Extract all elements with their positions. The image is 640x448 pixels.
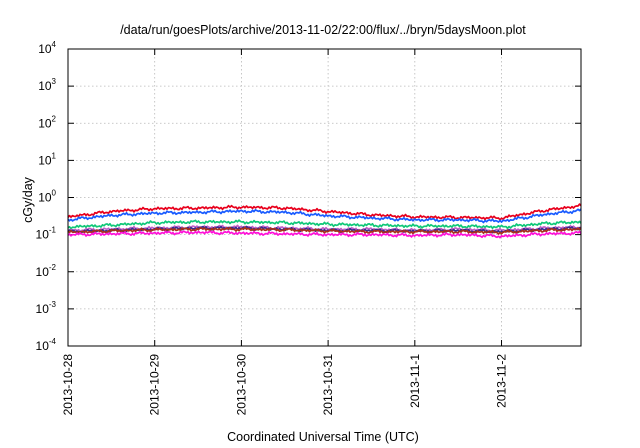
- x-tick-label: 2013-11-2: [495, 354, 509, 408]
- series-line-3: [67, 219, 582, 230]
- x-tick-labels: 2013-10-28 2013-10-29 2013-10-30 2013-10-31…: [61, 354, 509, 416]
- x-tick-label: 2013-10-31: [321, 354, 335, 416]
- y-tick-label: 10-3: [36, 300, 57, 316]
- x-tick-label: 2013-10-30: [234, 354, 248, 416]
- x-tick-label: 2013-10-29: [148, 354, 162, 416]
- x-tick-label: 2013-11-1: [408, 354, 422, 408]
- y-tick-label: 100: [38, 189, 56, 205]
- y-tick-label: 10-2: [36, 263, 57, 279]
- series-line-7: [67, 230, 582, 239]
- series-line-6: [67, 226, 582, 235]
- y-tick-label: 102: [38, 114, 56, 130]
- y-tick-label: 104: [38, 40, 56, 56]
- y-tick-labels: 104 103 102 101 100 10-1 10-2 10-3 10-4: [36, 40, 57, 353]
- chart-title: /data/run/goesPlots/archive/2013-11-02/2…: [120, 23, 526, 37]
- y-tick-label: 103: [38, 77, 56, 93]
- plot-frame: [67, 48, 582, 347]
- x-axis-label: Coordinated Universal Time (UTC): [227, 430, 419, 444]
- series-group: [67, 203, 582, 239]
- series-line-2: [67, 208, 582, 224]
- series-line-1: [67, 203, 582, 221]
- grid: [68, 49, 581, 346]
- y-axis-label: cGy/day: [21, 176, 35, 223]
- y-tick-label: 10-4: [36, 337, 57, 353]
- y-tick-label: 10-1: [36, 226, 57, 242]
- y-tick-label: 101: [38, 151, 56, 167]
- x-tick-label: 2013-10-28: [61, 354, 75, 416]
